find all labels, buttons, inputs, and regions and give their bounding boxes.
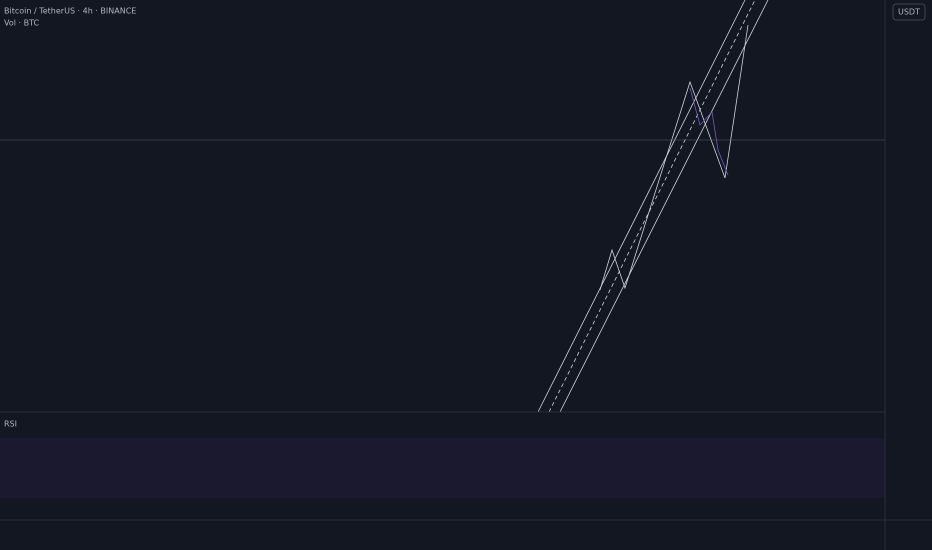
rsi-band-fill bbox=[0, 438, 885, 498]
volume-title: Vol · BTC bbox=[4, 19, 40, 28]
abc-path bbox=[689, 87, 729, 176]
symbol-title: Bitcoin / TetherUS · 4h · BINANCE bbox=[4, 7, 136, 16]
currency[interactable]: USDT bbox=[898, 8, 920, 17]
wave-path bbox=[599, 24, 749, 291]
channel-line bbox=[537, 0, 746, 413]
currency-button[interactable] bbox=[892, 3, 926, 21]
channel-line bbox=[559, 0, 769, 413]
rsi-title: RSI bbox=[4, 420, 17, 429]
